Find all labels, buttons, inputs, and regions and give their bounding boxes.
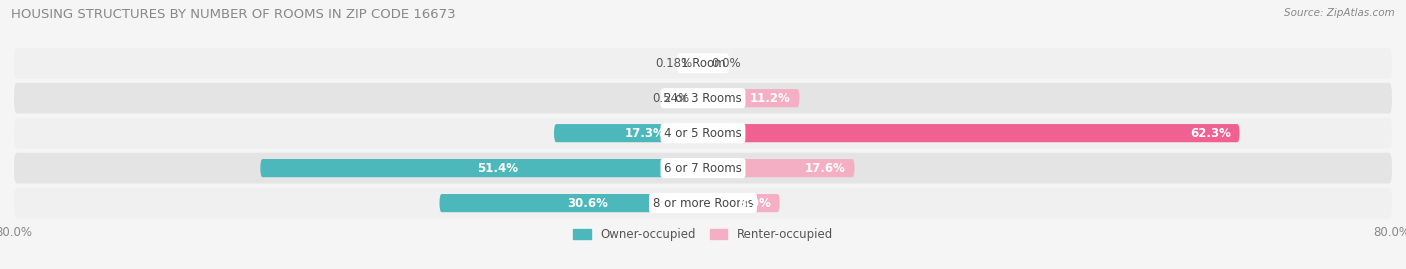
Text: 0.54%: 0.54% <box>652 92 690 105</box>
Text: 0.18%: 0.18% <box>655 57 693 70</box>
Text: 8 or more Rooms: 8 or more Rooms <box>652 197 754 210</box>
Text: 30.6%: 30.6% <box>567 197 607 210</box>
FancyBboxPatch shape <box>703 89 800 107</box>
Text: 62.3%: 62.3% <box>1189 127 1230 140</box>
Text: 8.9%: 8.9% <box>738 197 770 210</box>
FancyBboxPatch shape <box>14 153 1392 183</box>
FancyBboxPatch shape <box>702 54 703 72</box>
Text: 0.0%: 0.0% <box>711 57 741 70</box>
Text: HOUSING STRUCTURES BY NUMBER OF ROOMS IN ZIP CODE 16673: HOUSING STRUCTURES BY NUMBER OF ROOMS IN… <box>11 8 456 21</box>
FancyBboxPatch shape <box>703 194 780 212</box>
Text: 51.4%: 51.4% <box>478 162 519 175</box>
FancyBboxPatch shape <box>699 89 703 107</box>
FancyBboxPatch shape <box>440 194 703 212</box>
Legend: Owner-occupied, Renter-occupied: Owner-occupied, Renter-occupied <box>568 224 838 246</box>
FancyBboxPatch shape <box>14 188 1392 218</box>
FancyBboxPatch shape <box>554 124 703 142</box>
Text: 1 Room: 1 Room <box>681 57 725 70</box>
FancyBboxPatch shape <box>14 48 1392 79</box>
FancyBboxPatch shape <box>14 83 1392 114</box>
Text: 4 or 5 Rooms: 4 or 5 Rooms <box>664 127 742 140</box>
Text: Source: ZipAtlas.com: Source: ZipAtlas.com <box>1284 8 1395 18</box>
Text: 17.6%: 17.6% <box>806 162 846 175</box>
Text: 17.3%: 17.3% <box>624 127 665 140</box>
Text: 6 or 7 Rooms: 6 or 7 Rooms <box>664 162 742 175</box>
FancyBboxPatch shape <box>260 159 703 177</box>
FancyBboxPatch shape <box>703 124 1240 142</box>
Text: 2 or 3 Rooms: 2 or 3 Rooms <box>664 92 742 105</box>
FancyBboxPatch shape <box>703 159 855 177</box>
Text: 11.2%: 11.2% <box>749 92 790 105</box>
FancyBboxPatch shape <box>14 118 1392 148</box>
